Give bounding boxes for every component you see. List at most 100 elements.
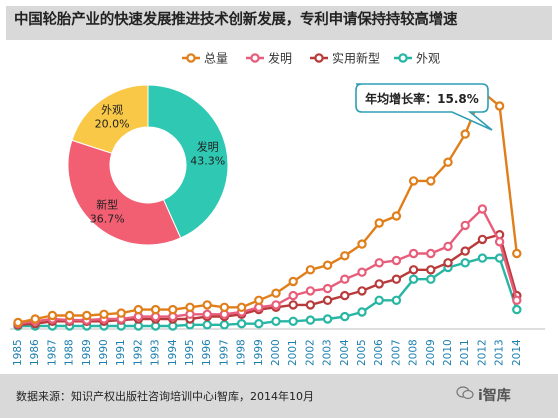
data-point	[290, 292, 297, 299]
data-point	[32, 315, 39, 322]
x-tick-label: 2014	[511, 339, 523, 366]
legend-item: 实用新型	[310, 51, 380, 66]
data-point	[479, 205, 486, 212]
data-point	[462, 131, 469, 138]
x-tick-label: 2002	[304, 339, 316, 366]
x-tick-label: 1992	[132, 339, 144, 366]
data-point	[341, 252, 348, 259]
data-point	[341, 292, 348, 299]
x-tick-label: 2012	[476, 339, 488, 366]
data-point	[272, 301, 279, 308]
data-point	[66, 312, 73, 319]
data-point	[376, 259, 383, 266]
data-point	[221, 304, 228, 311]
data-point	[462, 248, 469, 255]
data-point	[427, 276, 434, 283]
x-tick-label: 1988	[64, 339, 76, 366]
watermark: i智库	[478, 385, 511, 405]
data-point	[496, 238, 503, 245]
data-point	[462, 259, 469, 266]
legend-label: 外观	[416, 52, 440, 66]
legend-label: 发明	[268, 51, 292, 66]
data-point	[513, 297, 520, 304]
data-point	[496, 102, 503, 109]
data-point	[393, 212, 400, 219]
x-tick-label: 2009	[425, 339, 437, 366]
data-point	[272, 290, 279, 297]
legend-label: 总量	[204, 52, 228, 66]
x-tick-label: 1994	[167, 339, 179, 366]
x-tick-label: 2004	[339, 339, 351, 366]
data-point	[135, 306, 142, 313]
data-point	[410, 266, 417, 273]
data-point	[410, 177, 417, 184]
data-point	[324, 297, 331, 304]
x-tick-label: 1999	[253, 339, 265, 366]
x-tick-label: 2003	[322, 339, 334, 366]
legend-item: 外观	[394, 52, 440, 66]
data-point	[427, 266, 434, 273]
legend-swatch-marker	[399, 54, 406, 61]
pie-value-label: 43.3%	[190, 154, 225, 167]
legend-swatch-marker	[187, 54, 194, 61]
x-tick-label: 1985	[12, 339, 24, 366]
data-point	[444, 259, 451, 266]
data-point	[444, 159, 451, 166]
data-point	[221, 321, 228, 328]
pie-label: 新型	[96, 197, 118, 211]
wechat-icon	[456, 386, 474, 400]
x-tick-label: 2013	[494, 339, 506, 366]
data-point	[238, 304, 245, 311]
data-point	[169, 306, 176, 313]
data-point	[204, 311, 211, 318]
x-tick-label: 2006	[373, 339, 385, 366]
data-point	[290, 301, 297, 308]
data-point	[462, 222, 469, 229]
data-point	[152, 306, 159, 313]
data-point	[444, 243, 451, 250]
pie-value-label: 20.0%	[95, 118, 130, 131]
data-point	[410, 250, 417, 257]
data-point	[14, 319, 21, 326]
data-point	[118, 310, 125, 317]
data-point	[358, 287, 365, 294]
data-point	[479, 255, 486, 262]
callout-text: 年均增长率：15.8%	[365, 91, 479, 106]
legend-swatch-marker	[315, 54, 322, 61]
pie-value-label: 36.7%	[90, 212, 125, 225]
x-tick-label: 1986	[29, 339, 41, 366]
data-point	[307, 301, 314, 308]
data-point	[83, 312, 90, 319]
data-point	[341, 276, 348, 283]
data-point	[376, 297, 383, 304]
pie-slice	[68, 140, 181, 245]
x-tick-label: 2001	[287, 339, 299, 366]
data-point	[324, 285, 331, 292]
data-point	[358, 308, 365, 315]
data-point	[255, 320, 262, 327]
data-point	[290, 278, 297, 285]
data-point	[376, 219, 383, 226]
legend-label: 实用新型	[332, 51, 380, 66]
data-point	[290, 318, 297, 325]
data-point	[341, 313, 348, 320]
x-tick-label: 1991	[115, 339, 127, 366]
data-point	[513, 306, 520, 313]
data-point	[49, 312, 56, 319]
data-point	[186, 304, 193, 311]
legend-item: 总量	[182, 52, 228, 66]
data-point	[238, 320, 245, 327]
data-point	[393, 297, 400, 304]
x-tick-label: 1996	[201, 339, 213, 366]
data-point	[513, 250, 520, 257]
data-point	[496, 255, 503, 262]
data-point	[393, 276, 400, 283]
data-point	[427, 177, 434, 184]
x-tick-label: 1998	[236, 339, 248, 366]
data-point	[255, 297, 262, 304]
data-point	[307, 266, 314, 273]
data-point	[204, 321, 211, 328]
x-tick-label: 1997	[218, 339, 230, 366]
data-point	[410, 276, 417, 283]
